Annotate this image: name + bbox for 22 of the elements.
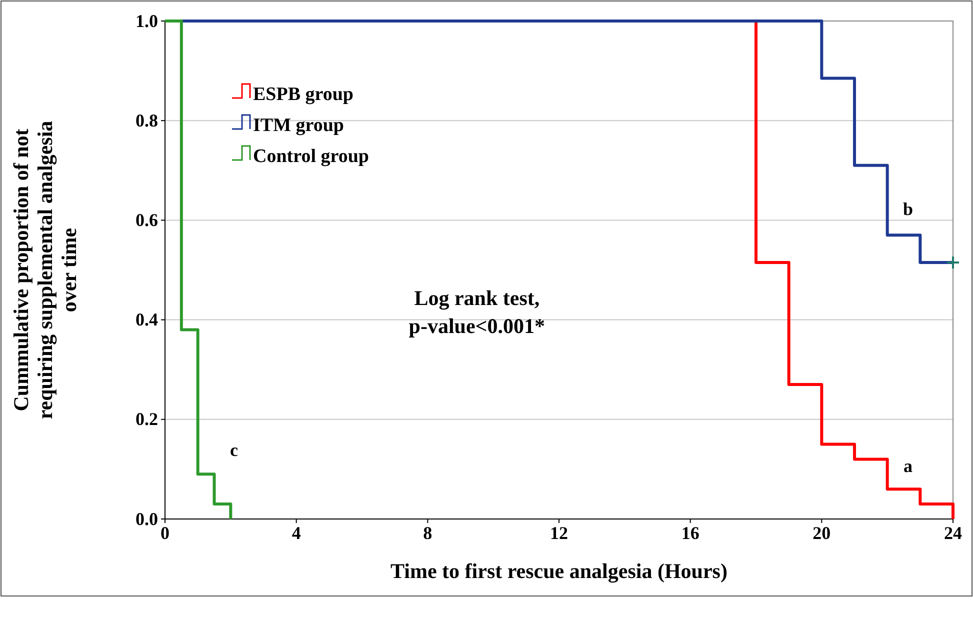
y-tick-label: 0.4 [136,310,158,330]
annotation: c [230,440,238,460]
y-tick-label: 1.0 [136,10,158,31]
x-tick-label: 24 [944,522,962,543]
annotation: a [904,456,912,476]
legend-label: Control group [253,146,369,167]
x-tick-label: 20 [812,522,831,543]
y-tick-label: 0.6 [136,210,158,230]
annotation: b [902,199,914,219]
legend-label: ESPB group [253,84,354,105]
y-tick-label: 0.2 [136,409,158,430]
x-tick-label: 8 [423,522,432,543]
x-axis-title: Time to first rescue analgesia (Hours) [390,559,728,583]
y-tick-label: 0.0 [136,508,158,529]
x-tick-label: 4 [292,522,301,543]
legend-label: ITM group [253,115,344,136]
y-axis-title: Cummulative proportion of not requiring supplemental analgesia over time [9,120,81,420]
x-tick-label: 0 [160,522,170,543]
annotation: Log rank test, p-value<0.001* [408,286,546,338]
x-tick-label: 12 [550,522,568,543]
x-tick-label: 16 [681,522,700,543]
y-tick-label: 0.8 [136,110,158,130]
